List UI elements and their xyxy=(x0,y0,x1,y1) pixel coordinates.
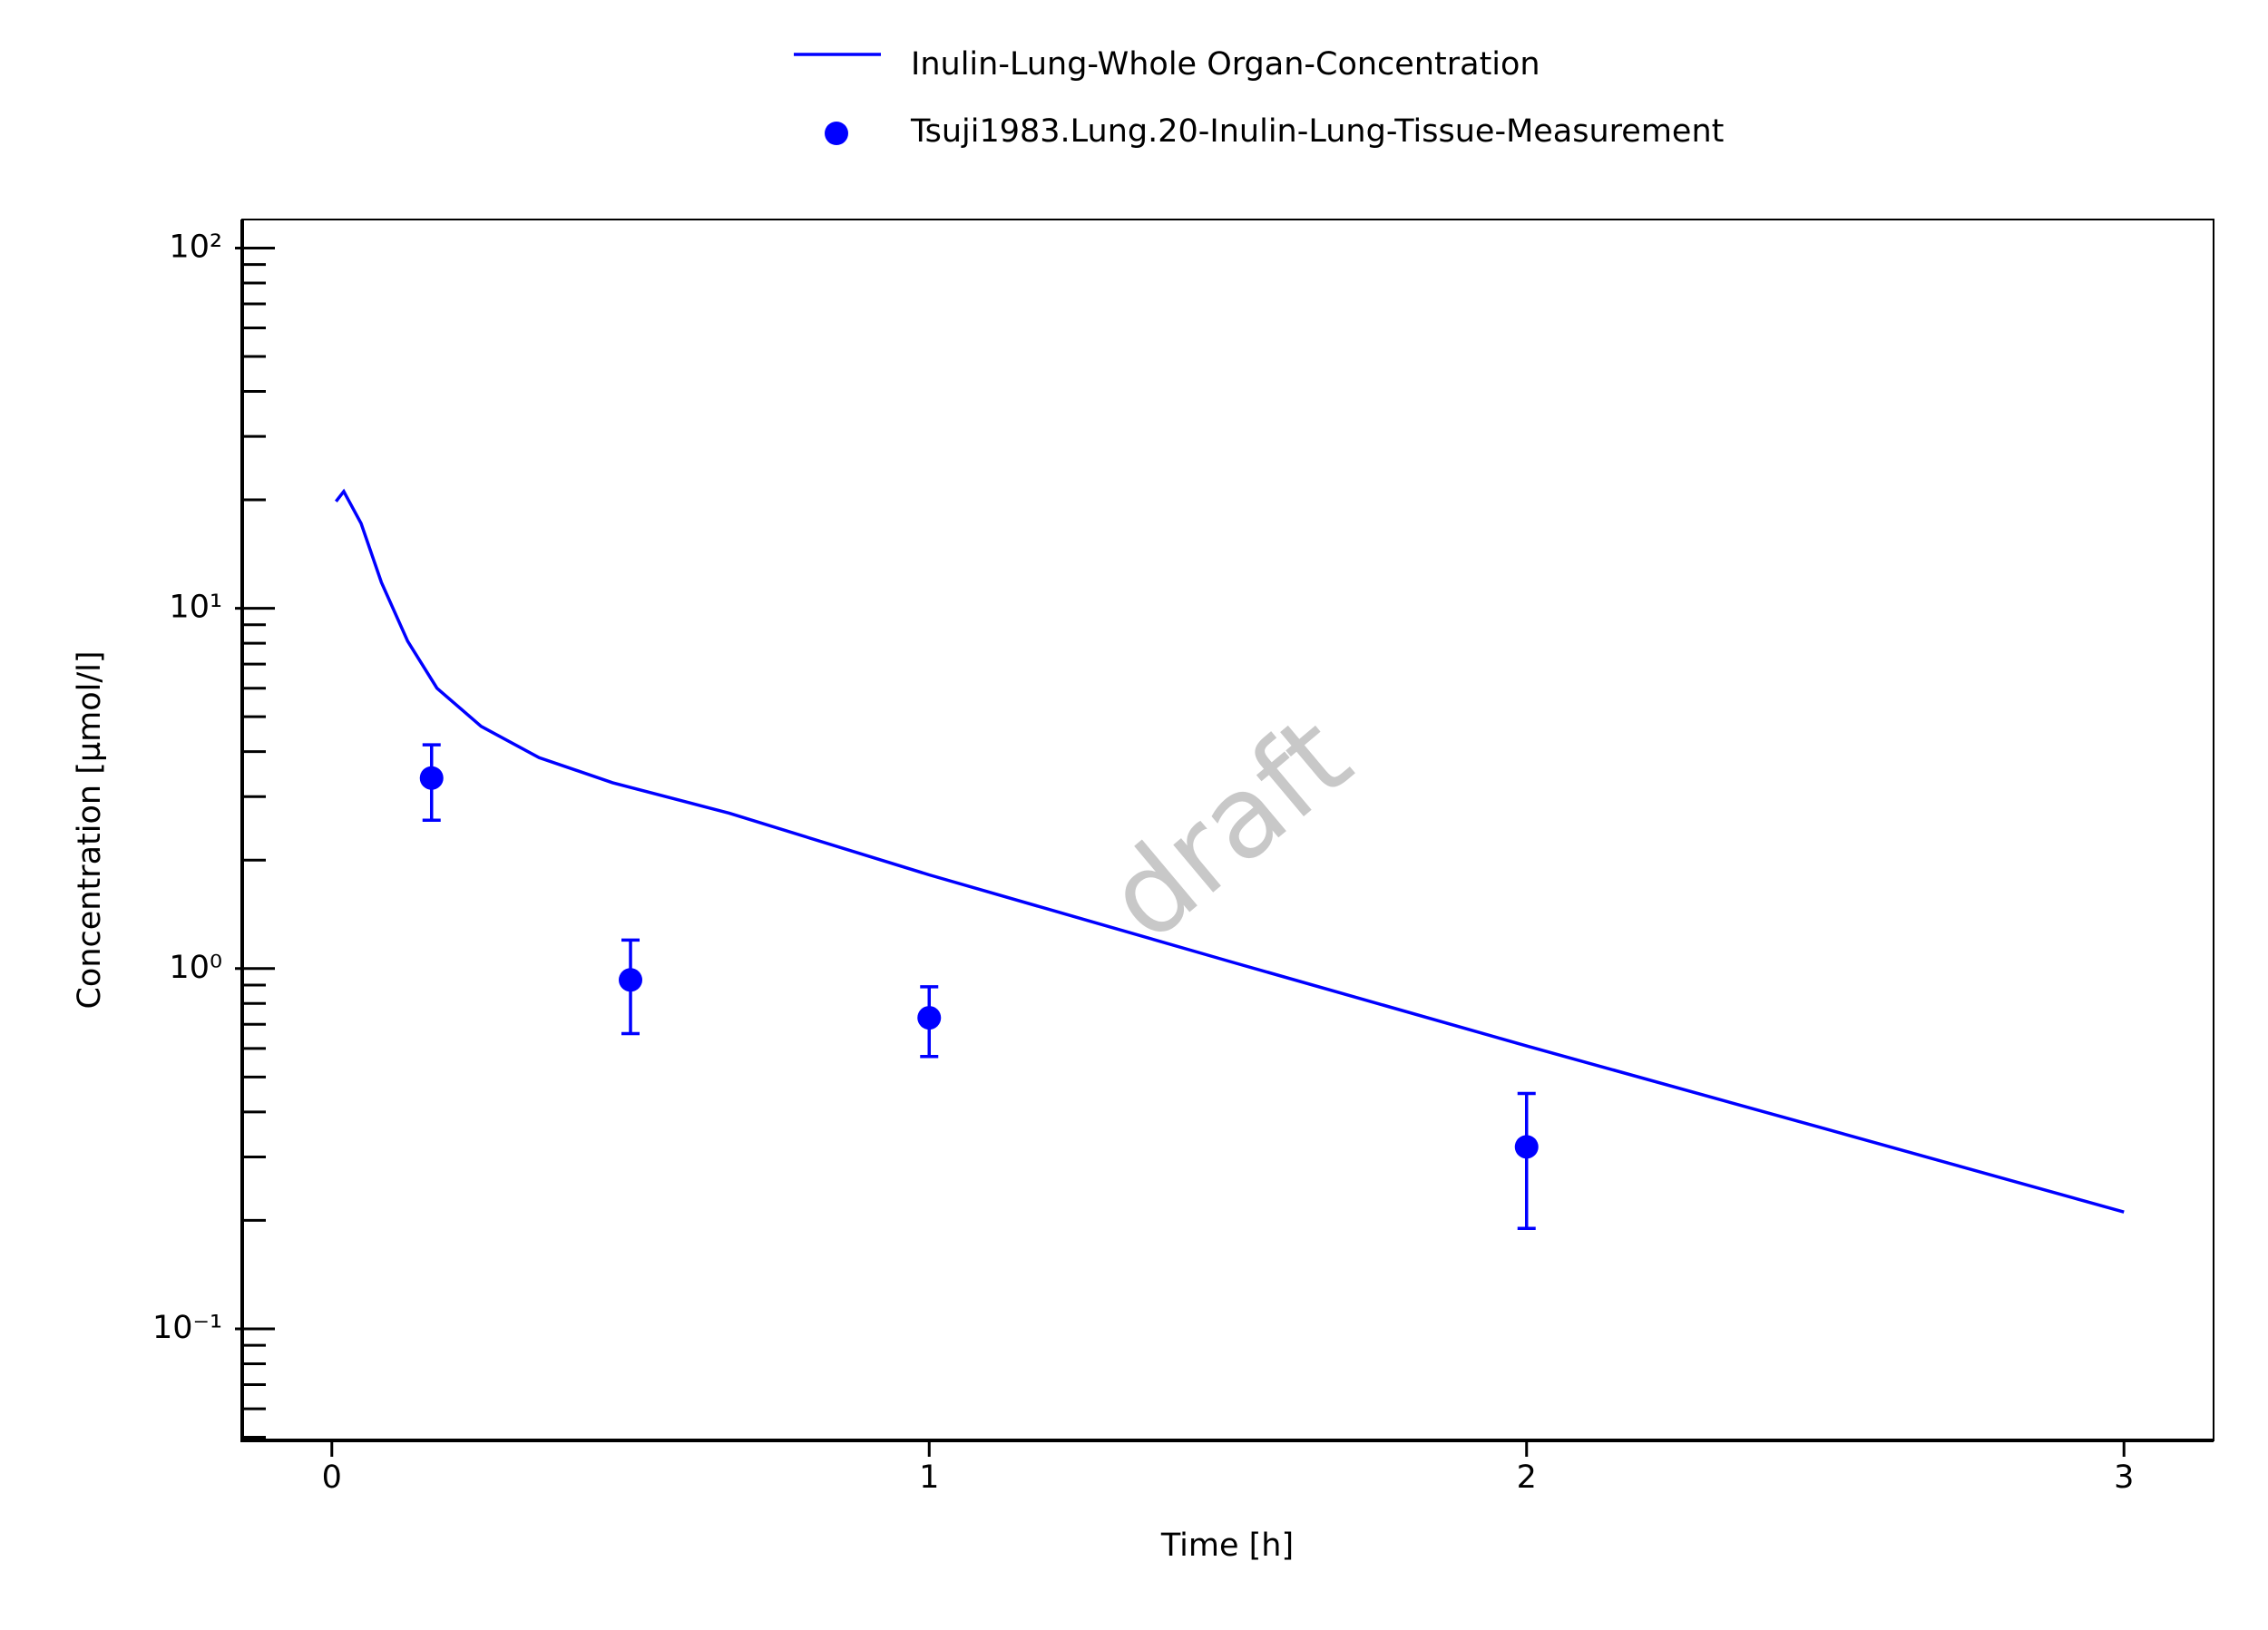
data-point xyxy=(619,968,643,992)
x-tick-label: 3 xyxy=(2114,1459,2134,1496)
y-tick-label: 10⁰ xyxy=(169,950,222,986)
data-point xyxy=(419,766,444,790)
data-point xyxy=(917,1006,942,1030)
y-tick-label: 10² xyxy=(169,229,222,265)
y-axis-title: Concentration [µmol/l] xyxy=(72,650,108,1009)
data-point xyxy=(1514,1135,1539,1159)
legend-label: Tsuji1983.Lung.20-Inulin-Lung-Tissue-Mea… xyxy=(910,113,1724,150)
x-tick-label: 0 xyxy=(322,1459,342,1496)
x-tick-label: 1 xyxy=(919,1459,939,1496)
x-tick-label: 2 xyxy=(1517,1459,1537,1496)
error-bar xyxy=(1517,1091,1536,1230)
legend-marker xyxy=(825,122,848,145)
y-tick-label: 10⁻¹ xyxy=(152,1310,222,1346)
y-tick-label: 10¹ xyxy=(169,590,222,626)
legend-label: Inulin-Lung-Whole Organ-Concentration xyxy=(911,46,1540,83)
data-line xyxy=(335,488,2125,1214)
x-axis-title: Time [h] xyxy=(1160,1528,1294,1564)
watermark: draft xyxy=(1083,691,1375,966)
